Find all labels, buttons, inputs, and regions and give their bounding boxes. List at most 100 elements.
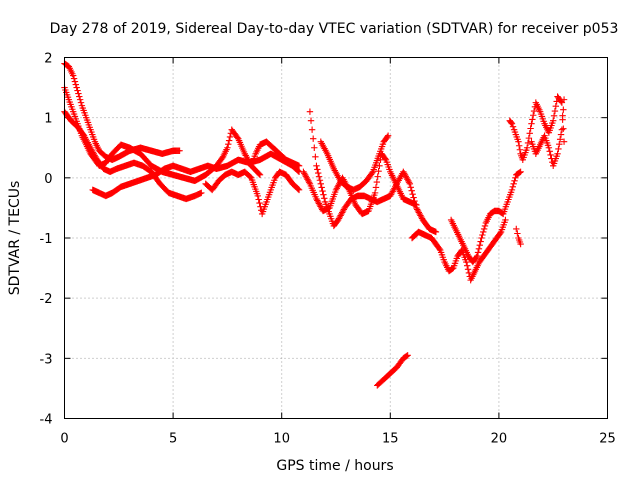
y-tick-label: -1 [40,232,53,247]
data-point [480,225,488,233]
data-point [515,142,523,149]
data-point [384,132,392,139]
data-point [368,169,376,177]
data-point [406,180,414,188]
data-point [373,178,381,186]
data-points [61,60,568,389]
data-point [529,116,536,123]
data-point [511,177,518,185]
data-point [403,352,411,360]
data-point [463,258,470,266]
data-point [547,151,554,159]
data-point [481,222,489,230]
data-point [306,108,314,115]
data-point [321,195,328,202]
data-point [516,146,524,153]
y-axis-label: SDTVAR / TECUs [7,181,23,296]
data-point [72,81,79,88]
data-point [318,184,325,191]
data-point [413,201,420,209]
data-point [464,266,472,273]
data-point [509,183,517,191]
data-point [477,238,484,245]
data-point [512,174,519,182]
data-point [408,187,415,194]
data-point [74,87,81,94]
data-point [516,169,523,176]
data-point [556,136,564,143]
x-tick-label: 10 [273,432,290,447]
data-point [76,96,84,103]
data-point [526,130,533,137]
data-point [475,245,483,253]
data-point [525,134,533,142]
data-point [295,167,302,175]
data-point [476,242,483,249]
data-point [75,90,82,97]
data-point [554,150,561,157]
data-point [550,117,557,124]
data-point [474,249,482,256]
data-point [295,162,303,169]
data-point [559,116,566,123]
data-point [372,184,380,191]
data-point [479,231,486,239]
data-point [560,138,568,145]
series-arc-5 [202,168,303,218]
data-point [545,144,553,151]
x-tick-label: 5 [169,432,177,447]
data-point [225,140,232,148]
x-axis-label: GPS time / hours [276,458,393,474]
data-point [478,234,485,242]
series-arc-9 [317,132,392,194]
data-point [480,228,487,236]
data-point [374,173,381,180]
data-point [405,179,413,186]
data-point [77,99,85,106]
y-tick-label: 2 [44,52,52,67]
y-tick-label: -2 [40,292,53,307]
y-tick-label: -3 [40,352,53,367]
data-point [376,162,383,169]
data-point [314,169,322,177]
data-point [371,189,379,197]
data-point [546,148,553,155]
series-arc-11 [408,216,509,284]
y-tick-label: 1 [44,112,52,127]
data-point [226,133,234,141]
data-point [502,216,509,224]
data-point [473,252,481,260]
series-arc-10 [374,352,411,389]
data-point [410,194,417,201]
series-arc-13 [506,93,568,163]
data-point [509,123,517,130]
data-point [314,166,321,173]
data-point [517,240,524,248]
x-tick-label: 15 [382,432,399,447]
data-point [76,93,83,100]
plot-frame [64,57,608,419]
data-point [384,133,391,141]
data-point [313,162,320,169]
series-arc-2 [61,84,264,185]
x-tick-label: 25 [599,432,616,447]
data-point [255,196,262,203]
data-point [409,190,416,198]
data-point [552,103,560,110]
data-point [320,191,327,198]
data-point [198,189,205,197]
data-point [256,171,264,179]
data-point [510,180,517,188]
data-point [377,156,384,163]
data-point [224,144,231,151]
data-point [508,119,515,126]
data-point [513,225,520,233]
data-point [316,177,324,184]
data-point [527,125,534,132]
data-point [381,155,389,162]
data-point [255,170,263,178]
data-point [550,112,558,120]
x-tick-label: 20 [491,432,508,447]
data-point [176,147,183,154]
